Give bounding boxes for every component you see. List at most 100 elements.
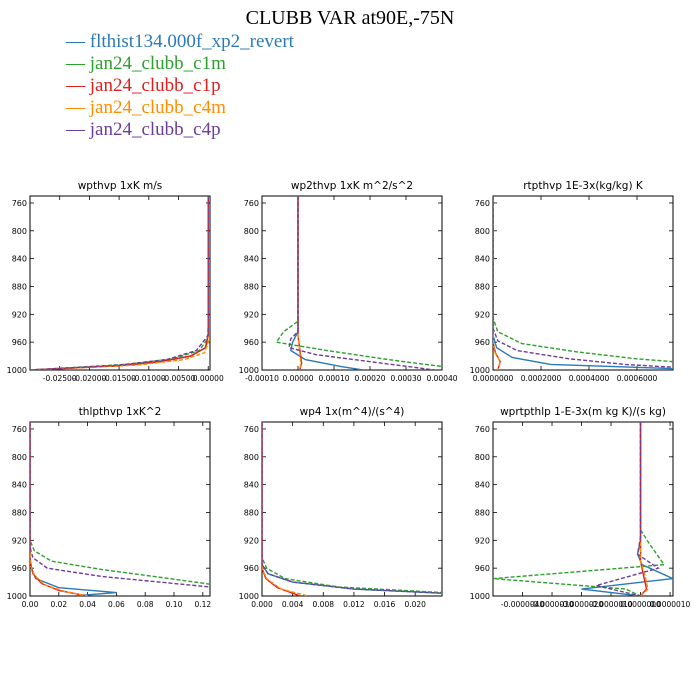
- y-tick-label: 880: [244, 282, 259, 291]
- y-tick-label: 1000: [7, 592, 27, 601]
- legend: — flthist134.000f_xp2_revert — jan24_club…: [66, 31, 294, 141]
- y-tick-label: 880: [475, 508, 490, 517]
- panel-title: wpthvp 1xK m/s: [78, 180, 163, 192]
- series-line-2: [493, 196, 673, 363]
- y-tick-label: 920: [244, 310, 259, 319]
- y-tick-label: 880: [12, 282, 27, 291]
- y-tick-label: 840: [12, 255, 27, 264]
- y-tick-label: 840: [12, 481, 27, 490]
- panel-1: wpthvp 1xK m/s 760 800 840 880 920 960 1000 -0.0…: [7, 180, 224, 383]
- y-tick-label: 800: [12, 453, 27, 462]
- x-tick-label: 0.004: [282, 600, 304, 609]
- series-line-2: [262, 422, 442, 594]
- x-tick-label: -0.0000040: [501, 600, 544, 609]
- legend-entry: — jan24_clubb_c1m: [66, 53, 226, 74]
- legend-entry: — jan24_clubb_c4m: [66, 97, 226, 118]
- x-tick-label: 0.008: [313, 600, 335, 609]
- y-tick-label: 880: [475, 282, 490, 291]
- series-line-5: [493, 196, 673, 368]
- y-tick-label: 800: [475, 453, 490, 462]
- y-tick-label: 1000: [470, 592, 490, 601]
- legend-entry: — flthist134.000f_xp2_revert: [66, 31, 294, 52]
- series-line-3: [639, 422, 648, 596]
- y-tick-label: 960: [475, 564, 490, 573]
- series-line-1: [30, 422, 117, 596]
- y-tick-label: 920: [475, 310, 490, 319]
- x-tick-label: -0.00010: [245, 374, 279, 383]
- panel-4: thlpthvp 1xK^2 760 800 840 880 920 960 10000.00…: [7, 406, 212, 609]
- series-group: [30, 422, 210, 596]
- x-tick-label: 0.000: [251, 600, 273, 609]
- x-tick-label: 0.016: [374, 600, 396, 609]
- x-tick-label: 0.00010: [318, 374, 349, 383]
- x-tick-label: 0.012: [343, 600, 365, 609]
- plot-frame: [261, 421, 443, 597]
- series-line-3: [493, 196, 501, 370]
- x-tick-label: 0.00020: [354, 374, 385, 383]
- x-tick-label: 0.020: [404, 600, 426, 609]
- x-tick-label: 0.00000: [193, 374, 224, 383]
- panel-5: wp4 1x(m^4)/(s^4)76080084088092096010000…: [239, 406, 443, 609]
- series-line-1: [290, 196, 363, 370]
- y-tick-label: 960: [244, 338, 259, 347]
- series-line-1: [493, 196, 673, 370]
- series-line-5: [262, 422, 442, 594]
- x-tick-label: 0.00: [22, 600, 39, 609]
- y-tick-label: 800: [244, 227, 259, 236]
- series-line-3: [262, 422, 301, 596]
- panel-2: wp2thvp 1xK m^2/s^2 760 800 840 880 920 960 100…: [239, 180, 458, 383]
- series-line-4: [639, 422, 649, 596]
- y-tick-label: 840: [244, 481, 259, 490]
- series-line-5: [30, 422, 210, 588]
- x-tick-label: 0.00000: [282, 374, 313, 383]
- plot-frame: [492, 195, 674, 371]
- series-line-1: [30, 196, 209, 370]
- panel-title: wp4 1x(m^4)/(s^4): [300, 406, 405, 418]
- series-group: [493, 422, 673, 596]
- x-tick-label: 0.04: [79, 600, 96, 609]
- y-tick-label: 920: [12, 536, 27, 545]
- y-tick-label: 800: [12, 227, 27, 236]
- plot-frame: [261, 195, 443, 371]
- series-line-2: [275, 196, 442, 368]
- y-tick-label: 1000: [239, 366, 259, 375]
- y-tick-label: 960: [475, 338, 490, 347]
- plot-frame: [29, 195, 211, 371]
- series-line-1: [262, 422, 442, 594]
- legend-entry: — jan24_clubb_c1p: [66, 75, 221, 96]
- y-tick-label: 960: [12, 338, 27, 347]
- panel-title: rtpthvp 1E-3x(kg/kg) K: [523, 180, 644, 192]
- y-tick-label: 1000: [7, 366, 27, 375]
- series-line-3: [30, 196, 209, 370]
- series-group: [275, 196, 442, 370]
- y-tick-label: 960: [244, 564, 259, 573]
- series-line-4: [493, 196, 501, 370]
- series-line-4: [262, 422, 309, 596]
- x-tick-label: 0.08: [137, 600, 154, 609]
- y-tick-label: 840: [244, 255, 259, 264]
- y-tick-label: 1000: [470, 366, 490, 375]
- y-tick-label: 840: [475, 255, 490, 264]
- y-tick-label: 920: [12, 310, 27, 319]
- x-tick-label: 0.0004000: [569, 374, 610, 383]
- x-tick-label: -0.0000020: [560, 600, 603, 609]
- panel-title: thlpthvp 1xK^2: [79, 406, 162, 418]
- y-tick-label: 760: [12, 199, 27, 208]
- series-group: [493, 196, 673, 370]
- x-tick-label: 0.02: [50, 600, 67, 609]
- y-tick-label: 760: [244, 425, 259, 434]
- x-tick-label: -0.01500: [102, 374, 136, 383]
- x-tick-label: 0.0000000: [620, 600, 661, 609]
- series-group: [262, 422, 442, 596]
- panel-3: rtpthvp 1E-3x(kg/kg) K 760 800 840 880 920 960…: [470, 180, 674, 383]
- x-tick-label: 0.0000000: [473, 374, 514, 383]
- y-tick-label: 800: [475, 227, 490, 236]
- x-tick-label: -0.02500: [43, 374, 77, 383]
- x-tick-label: 0.00040: [426, 374, 457, 383]
- y-tick-label: 760: [12, 425, 27, 434]
- page-title: CLUBB VAR at90E,-75N: [245, 7, 455, 29]
- series-line-5: [593, 422, 660, 596]
- series-line-4: [30, 196, 209, 370]
- series-line-2: [30, 422, 210, 585]
- plot-frame: [492, 421, 674, 597]
